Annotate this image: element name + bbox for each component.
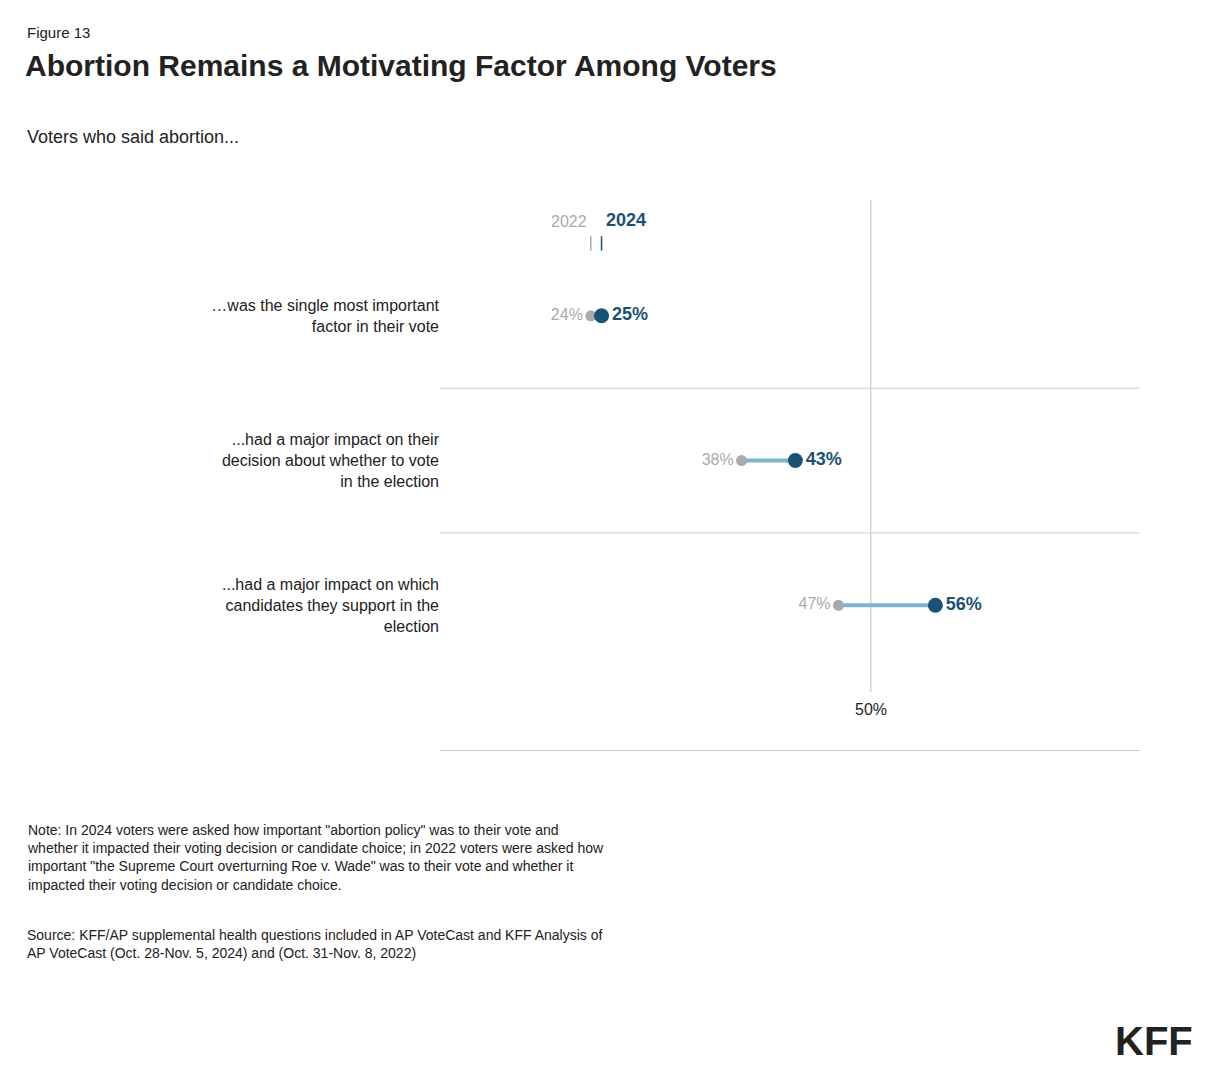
svg-text:25%: 25% [612,304,648,324]
svg-text:Abortion Remains a Motivating: Abortion Remains a Motivating Factor Amo… [25,49,777,82]
svg-text:Voters who said abortion...: Voters who said abortion... [27,127,239,147]
svg-text:Figure 13: Figure 13 [27,24,90,41]
svg-text:38%: 38% [702,451,734,468]
svg-text:47%: 47% [799,595,831,612]
svg-text:...had a major impact on their: ...had a major impact on theirdecision a… [222,431,440,490]
svg-text:Note: In 2024 voters were aske: Note: In 2024 voters were asked how impo… [27,822,604,893]
svg-text:50%: 50% [855,701,887,718]
svg-text:2022: 2022 [551,213,587,230]
svg-text:43%: 43% [806,449,842,469]
svg-text:2024: 2024 [606,210,646,230]
svg-text:KFF: KFF [1115,1019,1193,1063]
svg-text:…was the single most important: …was the single most importantfactor in … [211,297,439,335]
svg-text:Source: KFF/AP supplemental he: Source: KFF/AP supplemental health quest… [27,927,602,961]
svg-text:24%: 24% [551,306,583,323]
svg-text:...had a major impact on which: ...had a major impact on whichcandidates… [222,576,439,635]
svg-text:56%: 56% [946,594,982,614]
